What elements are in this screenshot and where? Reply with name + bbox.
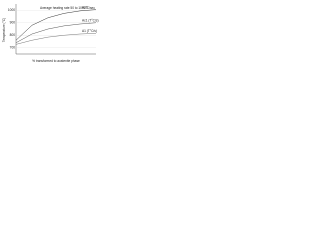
series-line (15, 22, 97, 43)
series-label: Ac1 (T°C/s) (82, 19, 99, 23)
series-label: A1 (T°C/s) (82, 29, 97, 33)
annotation: Average heating rate 50 to 1000°C/sec (40, 6, 95, 10)
series-label: Ac3 (82, 5, 88, 9)
chart: Average heating rate 50 to 1000°C/sec Te… (0, 0, 100, 64)
series-line (15, 9, 97, 41)
series-line (15, 33, 97, 45)
x-axis-title: % transformed to austenite phase (32, 59, 80, 63)
y-tick-label: 700 (10, 46, 16, 50)
y-tick-label: 900 (10, 21, 16, 25)
y-tick-label: 800 (10, 33, 16, 37)
y-tick-label: 1000 (8, 8, 15, 12)
y-axis-title: Temperature (°C) (2, 18, 6, 42)
